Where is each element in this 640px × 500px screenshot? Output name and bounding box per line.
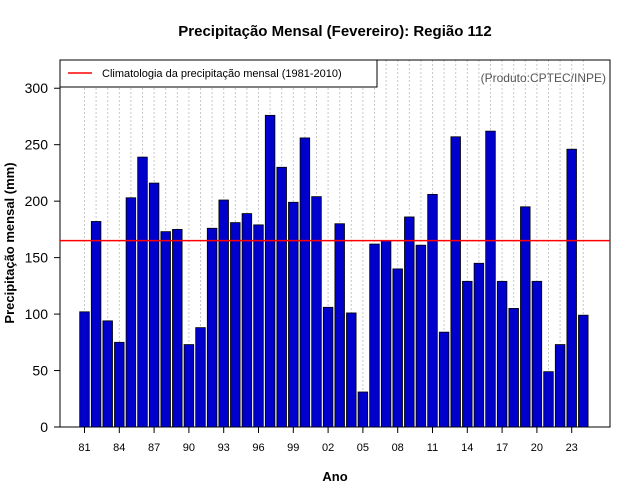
bar — [473, 262, 485, 428]
bar — [427, 193, 438, 428]
chart-title: Precipitação Mensal (Fevereiro): Região … — [178, 23, 491, 40]
bar — [206, 227, 218, 428]
bar — [137, 156, 148, 428]
bar — [508, 308, 519, 428]
x-tick-label: 81 — [78, 442, 90, 454]
bar — [183, 344, 195, 428]
bar — [346, 312, 357, 428]
bar — [172, 228, 183, 428]
legend-label: Climatologia da precipitação mensal (198… — [102, 68, 342, 80]
bar — [438, 331, 450, 428]
y-tick-label: 200 — [25, 193, 49, 209]
bar — [276, 166, 287, 428]
bar — [531, 280, 543, 428]
bar — [253, 224, 264, 428]
x-tick-label: 84 — [113, 442, 125, 454]
x-tick-label: 14 — [461, 442, 473, 454]
bar — [125, 197, 137, 428]
bar — [264, 114, 276, 428]
legend: Climatologia da precipitação mensal (198… — [59, 59, 378, 88]
bar — [160, 231, 171, 428]
x-axis: 81 84 87 90 93 96 99 02 05 08 11 14 17 20 23 — [78, 427, 578, 454]
bar — [392, 268, 403, 428]
bar — [566, 148, 577, 428]
bar — [404, 216, 415, 428]
y-axis: 0 50 100 150 200 250 300 — [25, 80, 60, 435]
bar — [288, 201, 299, 428]
bar — [241, 213, 253, 428]
bar — [462, 280, 473, 428]
bars — [79, 114, 589, 428]
y-tick-label: 150 — [25, 250, 49, 266]
bar — [230, 222, 241, 428]
bar — [543, 371, 554, 428]
x-tick-label: 93 — [218, 442, 230, 454]
y-axis-label: Precipitação mensal (mm) — [2, 162, 17, 323]
y-tick-label: 0 — [40, 419, 48, 435]
y-tick-label: 50 — [32, 363, 48, 379]
bar — [114, 341, 125, 428]
bar — [299, 137, 311, 428]
bar — [79, 311, 90, 428]
x-tick-label: 87 — [148, 442, 160, 454]
x-tick-label: 08 — [392, 442, 404, 454]
bar — [380, 240, 392, 428]
y-tick-label: 250 — [25, 137, 49, 153]
bar — [450, 136, 461, 428]
x-tick-label: 96 — [252, 442, 264, 454]
bar — [415, 244, 427, 428]
x-tick-label: 17 — [496, 442, 508, 454]
bar — [195, 327, 206, 428]
bar — [496, 280, 508, 428]
bar — [369, 243, 380, 428]
bar — [218, 199, 229, 428]
x-tick-label: 05 — [357, 442, 369, 454]
credit-text: (Produto:CPTEC/INPE) — [481, 71, 606, 85]
x-axis-label: Ano — [322, 469, 347, 484]
x-tick-label: 99 — [287, 442, 299, 454]
bar — [90, 221, 102, 428]
bar — [520, 206, 531, 428]
bar — [578, 314, 589, 428]
y-tick-label: 300 — [25, 80, 49, 96]
bar — [357, 391, 369, 428]
bar — [334, 223, 345, 428]
bar — [485, 130, 496, 428]
x-tick-label: 90 — [183, 442, 195, 454]
x-tick-label: 23 — [566, 442, 578, 454]
bar — [102, 320, 113, 428]
x-tick-label: 20 — [531, 442, 543, 454]
bar — [148, 182, 160, 428]
x-tick-label: 11 — [427, 442, 438, 454]
legend-box — [59, 59, 378, 88]
bar — [311, 196, 322, 428]
bar — [322, 306, 334, 428]
x-tick-label: 02 — [322, 442, 334, 454]
grid — [84, 60, 584, 427]
bar — [554, 344, 566, 428]
y-tick-label: 100 — [25, 306, 49, 322]
